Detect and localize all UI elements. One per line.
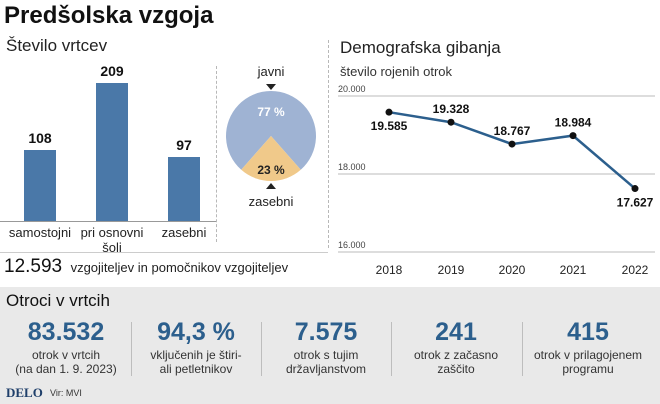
staff-number: 12.593	[4, 256, 63, 277]
bar-value-label: 108	[28, 129, 52, 146]
births-point	[385, 108, 393, 116]
pie-label-public: javni	[257, 64, 285, 79]
x-tick-label: 2022	[622, 263, 649, 277]
x-tick-label: 2021	[560, 263, 587, 277]
pie-slice-private	[241, 136, 301, 181]
staff-text: vzgojiteljev in pomočnikov vzgojiteljev	[70, 260, 289, 275]
x-tick-label: 2018	[376, 263, 403, 277]
bar-category-label: zasebni	[161, 225, 207, 240]
pie-value-private: 23 %	[257, 163, 285, 177]
stat-description: otrok s tujim državljanstvom	[285, 348, 367, 376]
births-value-label: 19.585	[371, 119, 408, 133]
panel-divider	[216, 66, 217, 242]
births-value-label: 17.627	[617, 196, 654, 210]
stat-description: vključenih je štiri-ali petletnikov	[150, 348, 242, 376]
staff-count: 12.593 vzgojiteljev in pomočnikov vzgoji…	[4, 256, 288, 278]
births-line-chart: 16.000 18.000 20.000 19.585 2018 19.328 2019 18…	[338, 84, 655, 277]
bar-value-label: 209	[100, 63, 124, 79]
bar-1	[96, 83, 128, 221]
y-tick-label: 20.000	[338, 84, 366, 94]
births-point	[569, 132, 577, 140]
delo-logo: DELO	[6, 385, 43, 400]
source-note: Vir: MVI	[50, 388, 82, 398]
ownership-pie-chart: javni 77 % 23 % zasebni	[226, 64, 316, 209]
stat-description: otrok v vrtcih (na dan 1. 9. 2023)	[15, 348, 117, 376]
x-tick-label: 2019	[438, 263, 465, 277]
births-value-label: 18.767	[494, 124, 531, 138]
pie-label-private: zasebni	[249, 194, 294, 209]
pie-pointer-public	[266, 84, 276, 90]
y-tick-label: 16.000	[338, 240, 366, 250]
stat-separator	[391, 322, 392, 376]
demography-subtitle: Demografska gibanja	[340, 38, 501, 57]
bar-0	[24, 149, 56, 221]
bar-value-label: 97	[176, 136, 192, 153]
y-tick-label: 18.000	[338, 162, 366, 172]
staff-divider	[0, 252, 328, 253]
births-chart-label: število rojenih otrok	[340, 64, 452, 79]
page-title: Predšolska vzgoja	[4, 2, 214, 29]
births-value-label: 19.328	[433, 102, 470, 116]
births-point	[508, 140, 516, 148]
x-tick-label: 2020	[499, 263, 526, 277]
bar-baseline	[0, 221, 216, 222]
pie-pointer-private	[266, 183, 276, 189]
pie-value-public: 77 %	[257, 105, 285, 119]
bar-category-label: pri osnovni šoli	[80, 225, 144, 255]
stat-value: 94,3 %	[157, 318, 235, 346]
stat-value: 241	[435, 318, 477, 346]
births-value-label: 18.984	[555, 116, 592, 130]
stat-value: 415	[567, 318, 609, 346]
stat-value: 7.575	[294, 318, 358, 346]
stat-separator	[131, 322, 132, 376]
children-stats-panel	[0, 287, 660, 380]
stat-separator	[261, 322, 262, 376]
births-point	[631, 185, 639, 193]
kindergartens-subtitle: Število vrtcev	[6, 36, 108, 55]
stat-description: otrok v prilagojenem programu	[533, 348, 643, 376]
children-heading: Otroci v vrtcih	[6, 291, 110, 310]
panel-divider-right	[328, 40, 329, 248]
bar-category-label: samostojni	[8, 225, 72, 240]
stat-separator	[522, 322, 523, 376]
stat-description: otrok z začasno zaščito	[413, 348, 499, 376]
pie-slice-public	[226, 91, 316, 170]
footer	[0, 380, 660, 404]
stat-value: 83.532	[27, 318, 105, 346]
bar-2	[168, 156, 200, 221]
births-point	[447, 118, 455, 126]
